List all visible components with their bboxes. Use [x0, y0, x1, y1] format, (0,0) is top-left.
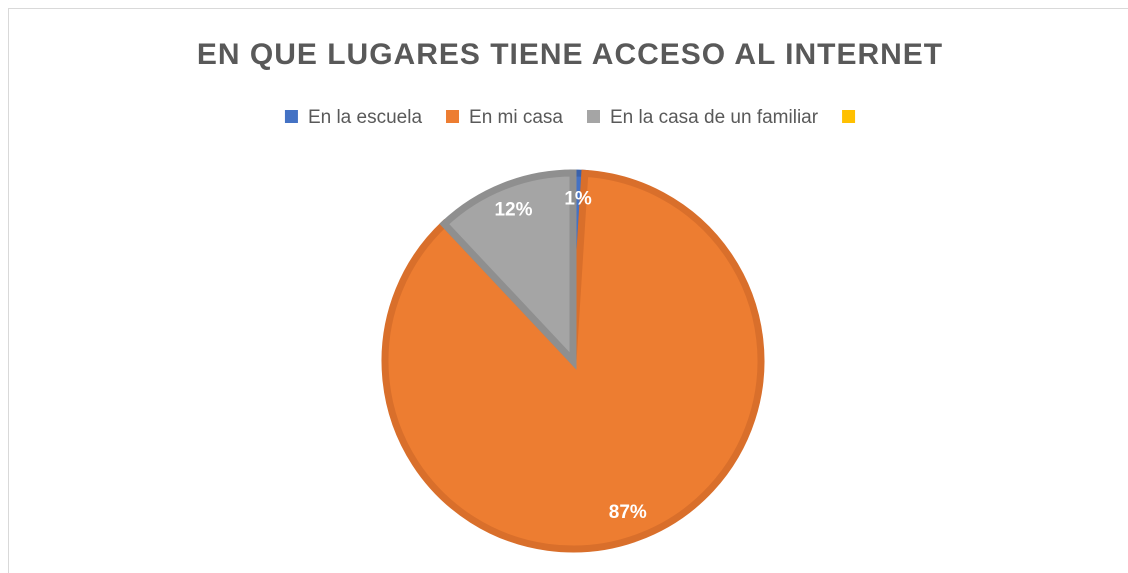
legend-swatch — [587, 110, 600, 123]
legend-swatch — [446, 110, 460, 123]
legend-swatch — [842, 110, 856, 123]
data-label: 1% — [564, 188, 592, 209]
chart-title: EN QUE LUGARES TIENE ACCESO AL INTERNET — [197, 38, 943, 71]
pie-slice — [439, 169, 577, 370]
legend-label: En la escuela — [308, 107, 423, 128]
legend-swatch — [284, 110, 298, 123]
data-label: 12% — [494, 200, 532, 221]
data-label: 87% — [609, 502, 647, 523]
legend-label: En la casa de un familiar — [610, 107, 819, 128]
legend-label: En mi casa — [469, 107, 563, 128]
